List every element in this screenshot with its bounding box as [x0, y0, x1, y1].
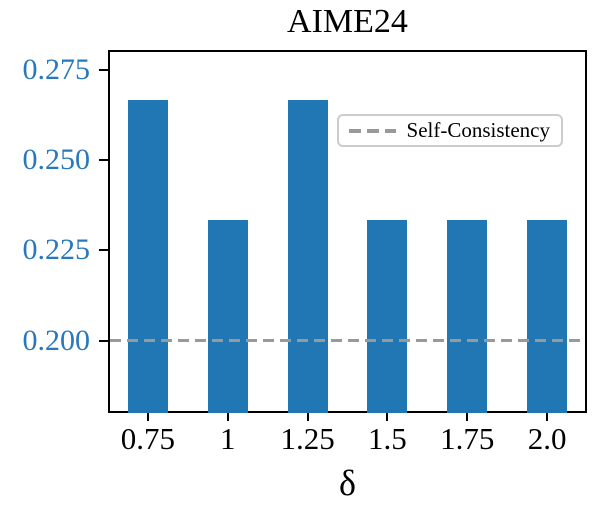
- x-tick-label: 1.5: [368, 421, 407, 456]
- bar: [127, 99, 168, 413]
- y-tick-label: 0.225: [22, 233, 91, 267]
- bar: [207, 220, 248, 413]
- x-axis-label: δ: [339, 463, 356, 503]
- x-tick-mark: [146, 413, 149, 421]
- y-tick-mark: [99, 68, 108, 71]
- x-tick-mark: [546, 413, 549, 421]
- x-tick-mark: [226, 413, 229, 421]
- legend-dashed-line-icon: [348, 128, 396, 133]
- y-tick-label: 0.275: [22, 52, 91, 86]
- x-tick-mark: [386, 413, 389, 421]
- y-tick-label: 0.200: [22, 323, 91, 357]
- reference-line: [110, 339, 585, 343]
- legend-entry-label: Self-Consistency: [406, 118, 550, 142]
- bar: [527, 220, 568, 413]
- x-tick-label: 1.25: [280, 421, 335, 456]
- legend: Self-Consistency: [336, 114, 563, 147]
- bar: [287, 99, 328, 413]
- x-tick-label: 1: [220, 421, 236, 456]
- plot-area: Self-Consistency: [108, 50, 587, 413]
- bar: [367, 220, 408, 413]
- y-tick-label: 0.250: [22, 143, 91, 177]
- y-tick-mark: [99, 339, 108, 342]
- x-tick-label: 1.75: [440, 421, 495, 456]
- chart-title: AIME24: [287, 3, 408, 40]
- x-tick-mark: [466, 413, 469, 421]
- y-tick-mark: [99, 159, 108, 162]
- x-tick-mark: [306, 413, 309, 421]
- y-tick-mark: [99, 249, 108, 252]
- x-tick-label: 2.0: [527, 421, 567, 456]
- x-tick-label: 0.75: [120, 421, 176, 456]
- bar: [447, 220, 488, 413]
